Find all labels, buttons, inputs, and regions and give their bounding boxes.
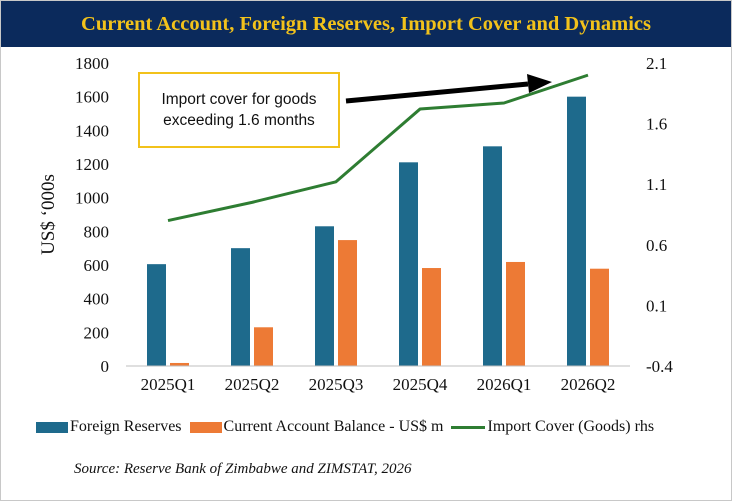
bar-foreign-reserves <box>147 264 166 366</box>
y-axis-title: US$ ‘000s <box>38 174 59 255</box>
y-tick-label: 1200 <box>75 155 109 174</box>
line-import-cover <box>167 73 589 223</box>
y2-tick-label: 1.1 <box>646 175 667 194</box>
x-tick-label: 2026Q2 <box>561 375 616 394</box>
y-tick-label: 800 <box>84 222 110 241</box>
bar-current-account <box>170 362 189 366</box>
x-tick-label: 2025Q3 <box>309 375 364 394</box>
y2-tick-label: 2.1 <box>646 54 667 73</box>
y-tick-label: 200 <box>84 323 110 342</box>
bar-current-account <box>506 261 525 366</box>
bar-foreign-reserves <box>567 96 586 367</box>
bar-current-account <box>254 327 273 366</box>
title-bar: Current Account, Foreign Reserves, Impor… <box>1 1 731 47</box>
legend-label-foreign-reserves: Foreign Reserves <box>70 418 182 435</box>
bar-foreign-reserves <box>483 146 502 366</box>
y2-tick-label: -0.4 <box>646 357 673 376</box>
y-tick-label: 1800 <box>75 54 109 73</box>
chart-title: Current Account, Foreign Reserves, Impor… <box>81 12 651 35</box>
source-note: Source: Reserve Bank of Zimbabwe and ZIM… <box>74 461 412 477</box>
legend-label-import-cover: Import Cover (Goods) rhs <box>487 418 655 435</box>
bar-foreign-reserves <box>315 226 334 366</box>
legend-swatch-import-cover <box>451 425 486 429</box>
x-tick-label: 2026Q1 <box>477 375 532 394</box>
y2-tick-label: 1.6 <box>646 115 667 134</box>
callout-line-2: exceeding 1.6 months <box>163 112 315 129</box>
import-cover-callout: Import cover for goods exceeding 1.6 mon… <box>138 72 340 148</box>
y-tick-label: 1600 <box>75 88 109 107</box>
x-tick-label: 2025Q1 <box>141 375 196 394</box>
chart-legend: Foreign Reserves Current Account Balance… <box>36 418 662 436</box>
legend-swatch-current-account <box>189 421 222 433</box>
bar-foreign-reserves <box>399 162 418 366</box>
y2-tick-label: 0.6 <box>646 236 667 255</box>
y2-tick-label: 0.1 <box>646 296 667 315</box>
y-tick-label: 400 <box>84 290 110 309</box>
y-tick-label: 1000 <box>75 189 109 208</box>
legend-item-import-cover: Import Cover (Goods) rhs <box>451 418 654 436</box>
callout-line-1: Import cover for goods <box>161 91 317 108</box>
bar-current-account <box>590 268 609 366</box>
x-tick-label: 2025Q4 <box>393 375 448 394</box>
annotation-arrow-shaft <box>345 81 529 104</box>
legend-item-foreign-reserves: Foreign Reserves <box>36 418 182 436</box>
legend-swatch-foreign-reserves <box>36 421 68 433</box>
bar-foreign-reserves <box>231 248 250 366</box>
bar-current-account <box>338 240 357 366</box>
bar-current-account <box>422 268 441 366</box>
y-tick-label: 600 <box>84 256 110 275</box>
x-tick-label: 2025Q2 <box>225 375 280 394</box>
legend-label-current-account: Current Account Balance - US$ m <box>223 418 444 435</box>
legend-item-current-account: Current Account Balance - US$ m <box>189 418 444 436</box>
annotation-arrow-head <box>527 74 552 93</box>
y-tick-label: 0 <box>101 357 110 376</box>
y-tick-label: 1400 <box>75 121 109 140</box>
